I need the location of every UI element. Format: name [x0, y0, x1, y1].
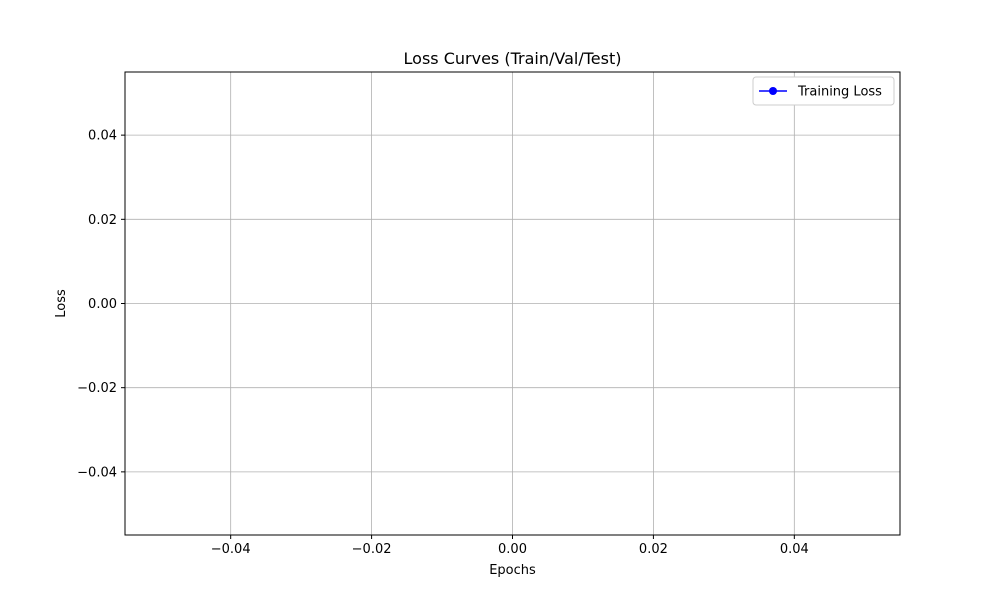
x-axis-ticks: −0.04 −0.02 0.00 0.02 0.04 [211, 535, 809, 557]
y-tick-label: 0.02 [88, 213, 117, 228]
legend-label-training-loss: Training Loss [797, 85, 882, 100]
legend-marker-training-loss [769, 87, 777, 95]
y-tick-label: −0.02 [77, 381, 117, 396]
y-tick-label: 0.04 [88, 129, 117, 144]
y-tick-label: −0.04 [77, 465, 117, 480]
x-tick-label: −0.02 [352, 542, 392, 557]
x-tick-label: 0.02 [639, 542, 668, 557]
legend-box [752, 76, 895, 106]
x-axis-title: Epochs [489, 563, 536, 578]
y-axis-title: Loss [54, 289, 69, 318]
y-gridlines [125, 134, 900, 473]
y-axis-ticks: 0.04 0.02 0.00 −0.02 −0.04 [77, 129, 125, 480]
x-tick-label: −0.04 [211, 542, 251, 557]
legend: Training Loss [752, 76, 895, 106]
y-tick-label: 0.00 [88, 297, 117, 312]
x-tick-label: 0.00 [498, 542, 527, 557]
chart-title: Loss Curves (Train/Val/Test) [404, 49, 622, 68]
x-tick-label: 0.04 [780, 542, 809, 557]
